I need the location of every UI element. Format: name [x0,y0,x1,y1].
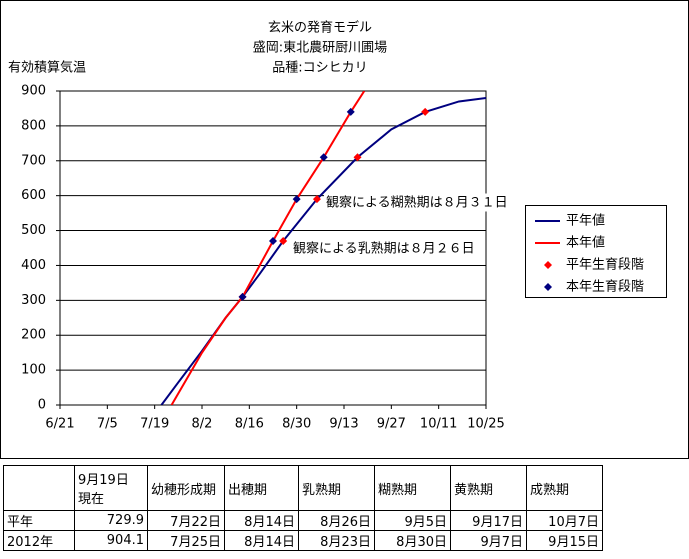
table-cell: 9月7日 [450,530,527,551]
header-cell [3,465,75,511]
y-tick-label: 400 [21,258,46,273]
annotation: 観察による乳熟期は８月２６日 [293,241,475,257]
chart-subtitle: 品種:コシヒカリ [272,60,367,76]
data-table: 9月19日 現在 幼穂形成期 出穂期 乳熟期 糊熟期 黄熟期 成熟期 平年 729.9 7月22日 8… [3,465,603,551]
chart: 玄米の発育モデル 盛岡:東北農研厨川圃場 品種:コシヒカリ 有効積算気温 0 10… [0,0,689,459]
stage-marker [279,237,288,246]
x-tick-label: 8/16 [235,417,264,432]
stage-marker [312,195,321,204]
x-tick-label: 9/27 [377,417,406,432]
table-cell: 8月30日 [374,530,451,551]
table-cell: 8月14日 [224,530,299,551]
y-tick-label: 700 [21,153,46,168]
table-cell: 9月17日 [450,510,527,531]
legend-label: 本年値 [566,235,605,251]
header-text: 現在 [78,492,105,507]
annotation-bg [291,239,477,258]
y-tick-label: 500 [21,223,46,238]
plot-border [59,90,487,406]
table-cell: 8月23日 [298,530,375,551]
legend-swatch [544,261,552,269]
x-tick-label: 9/13 [329,417,358,432]
header-text: 9月19日 [78,473,129,488]
table-row: 平年 729.9 7月22日 8月14日 8月26日 9月5日 9月17日 10月7日 [3,510,603,531]
header-cell: 糊熟期 [374,465,451,511]
header-text: 出穂期 [228,482,268,498]
y-tick-label: 300 [21,293,46,308]
table-cell: 904.1 [74,530,148,551]
y-axis-label: 有効積算気温 [8,60,86,76]
table-cell: 8月14日 [224,510,299,531]
header-cell: 乳熟期 [298,465,375,511]
x-tick-label: 6/21 [45,417,74,432]
table-cell: 2012年 [3,530,75,551]
chart-subtitle: 盛岡:東北農研厨川圃場 [253,40,387,56]
header-text: 糊熟期 [378,482,418,498]
stage-marker [319,153,328,162]
stage-marker [421,107,430,116]
table-cell: 8月26日 [298,510,375,531]
header-text: 黄熟期 [454,482,494,498]
y-tick-label: 800 [21,118,46,133]
chart-title: 玄米の発育モデル [268,20,372,36]
stage-marker [269,237,277,246]
header-text: 乳熟期 [302,482,342,498]
stage-marker [238,292,247,301]
x-tick-label: 10/25 [467,417,504,432]
table-cell: 平年 [3,510,75,531]
header-cell: 黄熟期 [450,465,527,511]
annotation-bg [324,193,510,212]
table-cell: 9月5日 [374,510,451,531]
y-tick-label: 600 [21,188,46,203]
header-cell: 出穂期 [224,465,299,511]
header-cell: 成熟期 [526,465,603,511]
table-cell: 729.9 [74,510,148,531]
stage-marker [353,153,362,162]
x-tick-label: 7/5 [97,417,118,432]
table-row: 2012年 904.1 7月25日 8月14日 8月23日 8月30日 9月7日 9月15日 [3,530,603,551]
table-cell: 9月15日 [526,530,603,551]
legend-swatch [544,283,552,291]
header-text: 成熟期 [530,482,570,498]
x-tick-label: 7/19 [140,417,169,432]
x-tick-label: 8/30 [282,417,311,432]
x-tick-label: 8/2 [192,417,213,432]
x-tick-label: 10/11 [420,417,457,432]
header-cell: 9月19日現在 [74,465,148,511]
annotation: 観察による糊熟期は８月３１日 [326,195,508,211]
stage-marker [346,107,355,116]
table-cell: 7月25日 [147,530,225,551]
legend-label: 本年生育段階 [566,279,644,295]
y-tick-label: 900 [21,84,46,99]
table-cell: 7月22日 [147,510,225,531]
y-tick-label: 0 [38,398,46,413]
y-tick-label: 100 [21,363,46,378]
header-text: 幼穂形成期 [151,482,217,498]
legend-label: 平年値 [566,213,605,229]
legend-label: 平年生育段階 [566,257,644,273]
header-cell: 幼穂形成期 [147,465,225,511]
y-tick-label: 200 [21,328,46,343]
table-cell: 10月7日 [526,510,603,531]
stage-marker [292,195,301,204]
